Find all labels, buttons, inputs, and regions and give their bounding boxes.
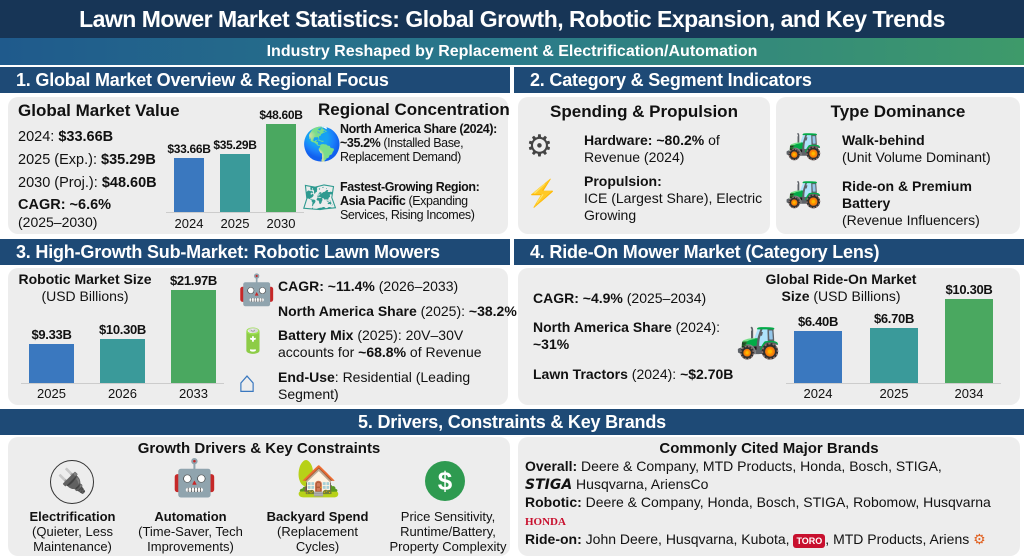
- ride-on-info: Ride-on & Premium Battery (Revenue Influe…: [842, 178, 980, 228]
- robotic-cagr: CAGR: ~11.4% (2026–2033): [278, 278, 459, 294]
- section-4-header: 4. Ride-On Mower Market (Category Lens): [514, 239, 1024, 265]
- x-tick-label: 2030: [266, 216, 296, 231]
- cagr-period: (2025–2030): [18, 214, 98, 230]
- x-tick-label: 2025: [37, 386, 66, 401]
- regional-concentration-title: Regional Concentration: [318, 100, 510, 119]
- brands-list: Overall: Deere & Company, MTD Products, …: [525, 458, 991, 548]
- bar-2024: [174, 158, 204, 212]
- section-1-panel: [8, 97, 508, 234]
- robotic-chart-title: Robotic Market Size: [18, 271, 152, 287]
- driver-electrification: Electrification (Quieter, Less Maintenanc…: [29, 509, 116, 554]
- chart-baseline: [166, 212, 304, 213]
- bar-value-label: $33.66B: [167, 142, 211, 157]
- driver-automation: Automation (Time-Saver, Tech Improvements…: [138, 509, 243, 554]
- x-tick-label: 2025: [220, 216, 250, 231]
- section-1-header: 1. Global Market Overview & Regional Foc…: [0, 67, 510, 93]
- north-america-share: North America Share (2024): ~35.2% (Inst…: [340, 122, 497, 164]
- robot-icon: 🤖: [238, 274, 276, 307]
- battery-icon: 🔋: [238, 328, 268, 355]
- toro-logo: TORO: [793, 534, 826, 548]
- x-tick-label: 2033: [179, 386, 208, 401]
- x-tick-label: 2025: [879, 386, 909, 401]
- section-3-panel: [8, 268, 508, 405]
- section-4-panel: [518, 268, 1020, 405]
- type-dominance-title: Type Dominance: [830, 102, 966, 121]
- spending-propulsion-panel: [518, 97, 770, 234]
- x-tick-label: 2026: [108, 386, 137, 401]
- bar-value-label: $6.70B: [873, 311, 915, 327]
- drivers-title: Growth Drivers & Key Constraints: [137, 440, 381, 457]
- global-market-value-title: Global Market Value: [18, 101, 180, 120]
- bar-value-label: $21.97B: [169, 273, 218, 288]
- fastest-growing-region: Fastest-Growing Region: Asia Pacific (Ex…: [340, 180, 480, 222]
- bar-2024: [794, 330, 842, 383]
- walk-behind-mower-icon: 🚜: [785, 128, 823, 161]
- bar-2034: [945, 299, 993, 383]
- robotic-na-share: North America Share (2025): ~38.2%: [278, 303, 517, 319]
- walk-behind-info: Walk-behind (Unit Volume Dominant): [842, 132, 991, 165]
- plug-icon: 🔌: [50, 460, 94, 504]
- bar-2026: [100, 339, 145, 383]
- page-subtitle: Industry Reshaped by Replacement & Elect…: [0, 38, 1024, 65]
- battery-mix: Battery Mix (2025): 20V–30V accounts for…: [278, 327, 482, 360]
- section-3-header: 3. High-Growth Sub-Market: Robotic Lawn …: [0, 239, 510, 265]
- hardware-share: Hardware: ~80.2% of Revenue (2024): [584, 132, 720, 165]
- ride-on-tractor-icon: 🚜: [736, 319, 781, 360]
- bar-2025: [29, 343, 74, 383]
- cagr-value: CAGR: ~6.6%: [18, 197, 112, 213]
- lawn-tractors: Lawn Tractors (2024): ~$2.70B: [533, 366, 734, 382]
- ride-on-chart-subtitle: Size (USD Billions): [781, 288, 901, 304]
- stiga-logo: STIGA: [525, 476, 573, 493]
- type-dominance-panel: [776, 97, 1020, 234]
- asia-map-icon: 🗺: [302, 182, 338, 213]
- bar-2030: [266, 124, 296, 212]
- bar-value-label: $35.29B: [213, 138, 257, 153]
- bar-2033: [171, 290, 216, 383]
- gears-icon: ⚙: [526, 130, 553, 163]
- driver-backyard-spend: Backyard Spend (Replacement Cycles): [266, 509, 369, 554]
- end-use: End-Use: Residential (Leading Segment): [278, 369, 471, 402]
- dollar-question-icon: $: [425, 461, 465, 501]
- robot-clock-icon: 🤖: [172, 457, 217, 498]
- brands-panel: [518, 437, 1020, 556]
- drivers-panel: [8, 437, 510, 556]
- house-icon: ⌂: [238, 366, 257, 399]
- x-tick-label: 2034: [954, 386, 984, 401]
- bar-2025: [870, 328, 918, 383]
- x-tick-label: 2024: [803, 386, 833, 401]
- ride-on-na-share: North America Share (2024): ~31%: [533, 319, 720, 352]
- page-title: Lawn Mower Market Statistics: Global Gro…: [0, 0, 1024, 38]
- market-value-list: 2024: $33.66B 2025 (Exp.): $35.29B 2030 …: [18, 129, 157, 191]
- bar-value-label: $10.30B: [98, 322, 147, 338]
- x-tick-label: 2024: [174, 216, 204, 231]
- section-2-header: 2. Category & Segment Indicators: [514, 67, 1024, 93]
- chart-baseline: [786, 383, 1001, 384]
- bar-2025: [220, 154, 250, 212]
- ariens-logo-icon: ⚙: [973, 531, 986, 547]
- brands-title: Commonly Cited Major Brands: [659, 440, 879, 457]
- bar-value-label: $10.30B: [945, 282, 993, 297]
- propulsion-info: Propulsion: ICE (Largest Share), Electric…: [584, 173, 763, 223]
- bar-value-label: $6.40B: [797, 313, 839, 329]
- bar-value-label: $48.60B: [259, 108, 303, 122]
- ride-on-cagr: CAGR: ~4.9% (2025–2034): [533, 290, 707, 306]
- ride-on-mower-icon: 🚜: [785, 176, 823, 209]
- robotic-chart-subtitle: (USD Billions): [41, 288, 129, 304]
- constraints: Price Sensitivity, Runtime/Battery, Prop…: [389, 509, 507, 554]
- house-yard-icon: 🏡: [296, 457, 341, 498]
- honda-logo: HONDA: [525, 515, 566, 528]
- section-5-header: 5. Drivers, Constraints & Key Brands: [0, 409, 1024, 435]
- ride-on-chart-title: Global Ride-On Market: [765, 271, 917, 287]
- spending-propulsion-title: Spending & Propulsion: [550, 102, 738, 121]
- bar-value-label: $9.33B: [31, 326, 72, 342]
- engine-icon: ⚡: [526, 178, 559, 208]
- chart-baseline: [21, 383, 224, 384]
- globe-icon: 🌎: [302, 126, 342, 162]
